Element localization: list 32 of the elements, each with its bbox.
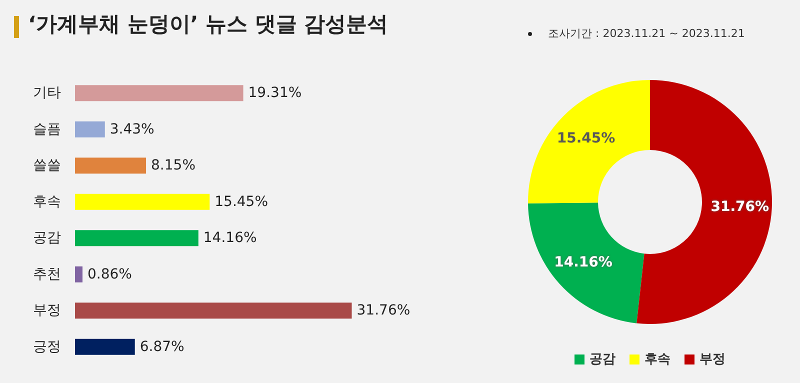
bar [75, 338, 135, 355]
y-tick-label: 기타 [33, 85, 61, 102]
text: 조사기간 : 2023.11.21 ~ 2023.11.21 [548, 26, 745, 41]
y-tick-label: 부정 [33, 302, 61, 319]
data-label: 14.16% [203, 230, 257, 246]
data-label: 6.87% [140, 338, 184, 355]
bar [75, 302, 352, 319]
data-label: 31.76% [356, 302, 410, 319]
bar [75, 194, 210, 210]
data-label: 14.16% [554, 254, 612, 270]
legend-label: 후속 [644, 352, 670, 367]
bar [75, 85, 244, 102]
y-tick-label: 공감 [33, 230, 61, 246]
y-tick-label: 쓸쓸 [33, 158, 61, 174]
bar [75, 266, 82, 282]
bar [75, 158, 146, 174]
y-tick-label: 후속 [33, 194, 61, 210]
data-label: 15.45% [556, 130, 616, 147]
data-label: 0.86% [87, 266, 132, 282]
bar [75, 230, 198, 246]
y-tick-label: 추천 [33, 266, 61, 282]
data-label: 3.43% [110, 121, 154, 138]
data-label: 19.31% [248, 85, 302, 102]
legend-label: 부정 [700, 352, 726, 367]
y-tick-label: 긍정 [33, 338, 61, 355]
legend-label: 공감 [590, 352, 616, 367]
y-tick-label: 슬픔 [33, 121, 61, 138]
chart-title: ‘가계부채 눈덩이’ 뉴스 댓글 감성분석 [28, 11, 388, 38]
data-label: 31.76% [710, 198, 770, 215]
data-label: 8.15% [151, 158, 196, 174]
data-label: 15.45% [214, 194, 268, 210]
bar [75, 121, 105, 138]
